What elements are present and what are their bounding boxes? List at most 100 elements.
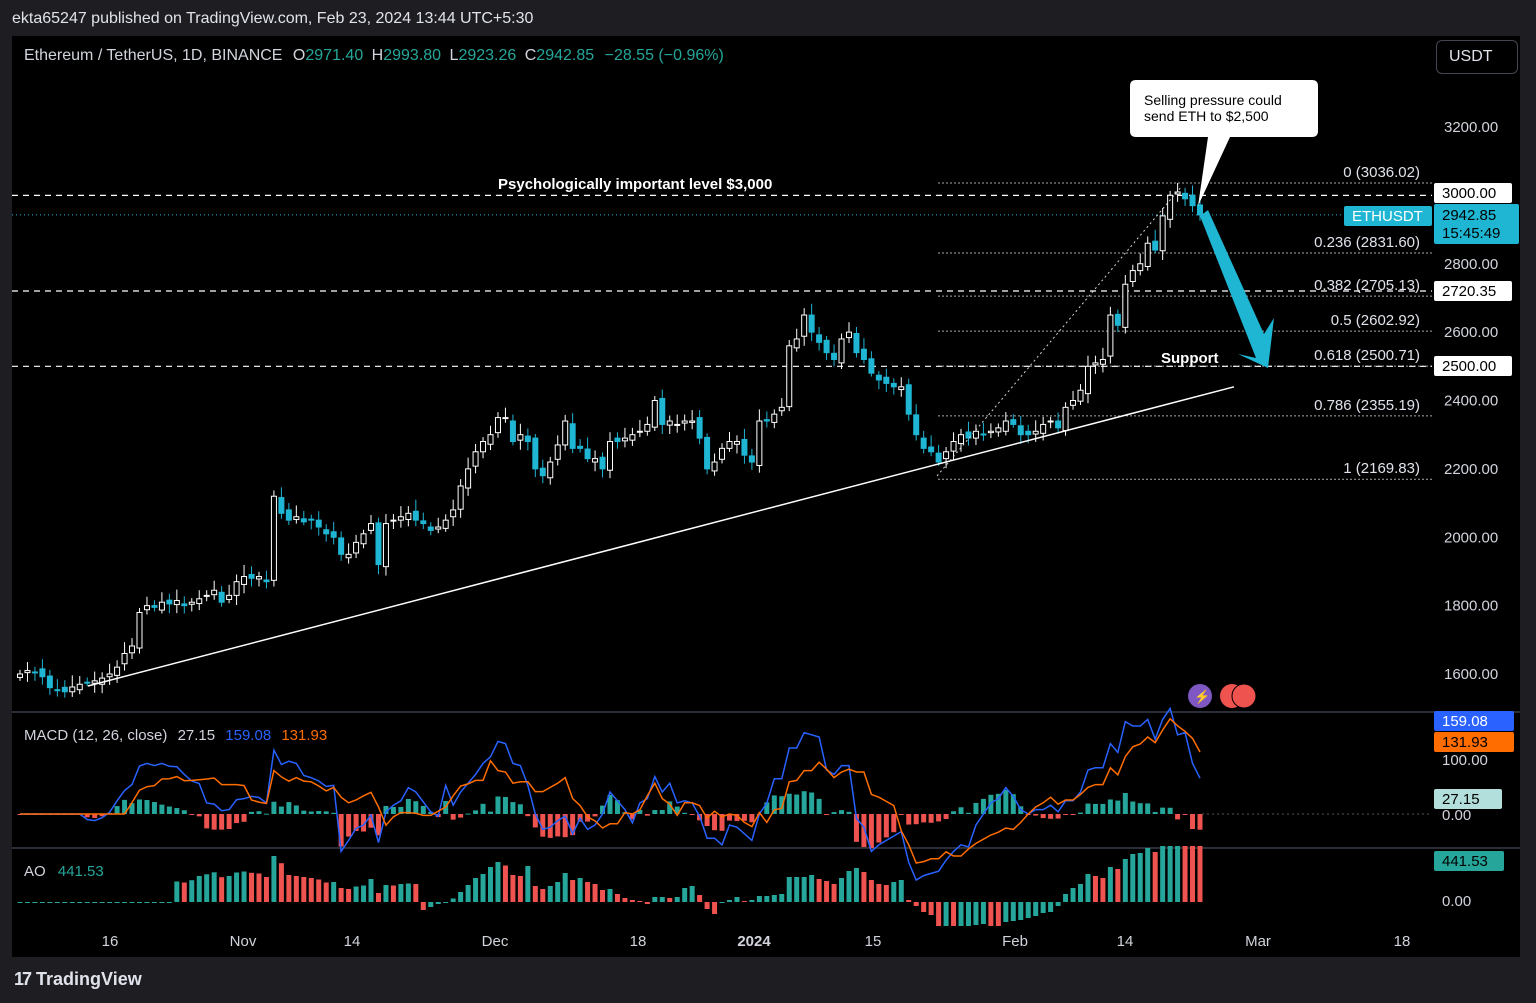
ao-bar	[428, 902, 434, 907]
macd-hist-bar	[144, 800, 150, 814]
macd-hist-bar	[413, 801, 419, 814]
tradingview-logo[interactable]: 17 TradingView	[14, 969, 142, 990]
macd-hist-bar	[734, 814, 740, 822]
ao-bar	[577, 878, 583, 902]
candle-body	[1047, 420, 1054, 423]
candle-body	[509, 420, 516, 443]
x-tick-label: 14	[344, 933, 361, 950]
macd-hist-bar	[375, 814, 381, 836]
macd-hist-bar	[585, 814, 591, 822]
macd-hist-bar	[420, 805, 426, 814]
candle-body	[263, 579, 270, 583]
macd-hist-bar	[1092, 803, 1098, 814]
macd-hist-bar	[353, 814, 359, 831]
candle-body	[666, 420, 673, 426]
ao-bar	[943, 902, 949, 926]
macd-hist-bar	[390, 807, 396, 814]
fib-anchor-line[interactable]	[936, 185, 1183, 477]
ao-bar	[495, 862, 501, 902]
candle-body	[472, 451, 479, 467]
open-label: O	[292, 47, 306, 64]
candle-body	[330, 531, 337, 538]
candle-body	[868, 358, 875, 374]
x-tick-label: 18	[630, 933, 647, 950]
lightning-icon[interactable]	[1188, 684, 1212, 708]
ao-bar	[1167, 846, 1173, 902]
candle-body	[285, 509, 292, 521]
candle-body	[1062, 406, 1069, 432]
us-flag-icon-2[interactable]	[1231, 683, 1257, 709]
candle-body	[457, 485, 464, 510]
fib-label: 0.382 (2705.13)	[1314, 277, 1420, 294]
macd-hist-bar	[801, 791, 807, 814]
macd-legend: MACD (12, 26, close) 27.15 159.08 131.93	[24, 727, 327, 744]
candle-body	[808, 314, 815, 333]
ascending-trendline[interactable]	[87, 386, 1235, 687]
macd-hist-bar	[644, 814, 650, 816]
candle-body	[181, 603, 188, 607]
ao-bar	[480, 874, 486, 902]
ao-bar	[697, 895, 703, 902]
candle-body	[76, 683, 83, 691]
macd-hist-bar	[555, 814, 561, 837]
candle-body	[203, 594, 210, 597]
macd-hist-bar	[674, 806, 680, 814]
ao-bar	[420, 902, 426, 910]
published-header: ekta65247 published on TradingView.com, …	[0, 0, 1536, 36]
macd-hist-bar	[1175, 814, 1181, 820]
candle-body	[129, 645, 136, 654]
ao-bar	[704, 902, 710, 909]
macd-hist-bar	[726, 814, 732, 821]
ao-bar	[861, 872, 867, 902]
candle-body	[704, 436, 711, 470]
tradingview-brand: TradingView	[36, 969, 142, 989]
candle-body	[241, 576, 248, 585]
ao-bar	[338, 888, 344, 902]
macd-hist-bar	[876, 814, 882, 843]
candle-body	[233, 581, 240, 596]
price-chart-svg[interactable]: 1600.00 1800.00 2000.00 2200.00 2400.00 2600.…	[12, 36, 1520, 957]
macd-hist-bar	[1085, 803, 1091, 814]
ao-bar	[1145, 848, 1151, 902]
candle-body	[465, 468, 472, 489]
candle-body	[1114, 313, 1121, 326]
macd-hist-bar	[1100, 803, 1106, 814]
candle-body	[816, 334, 823, 343]
y-tick-label: 1600.00	[1444, 666, 1498, 683]
candle-body	[502, 417, 509, 420]
ao-bar	[278, 863, 284, 902]
ao-bar	[622, 898, 628, 902]
fib-retracement[interactable]: 0 (3036.02) 0.236 (2831.60) 0.382 (2705.13…	[938, 164, 1432, 480]
change-value: −28.55 (−0.96%)	[604, 47, 724, 64]
ao-bar	[1107, 867, 1113, 902]
horizontal-levels[interactable]	[12, 194, 1432, 367]
macd-hist-bar	[1167, 807, 1173, 814]
support-label: Support	[1161, 350, 1219, 367]
chart-area[interactable]: 1600.00 1800.00 2000.00 2200.00 2400.00 2600.…	[12, 36, 1520, 957]
candle-body	[577, 445, 584, 449]
ao-bar	[689, 886, 695, 902]
macd-hist-bar	[226, 814, 232, 829]
candle-body	[435, 526, 442, 530]
macd-hist-bar	[600, 805, 606, 814]
ao-bar	[1197, 846, 1203, 902]
ao-bar	[547, 886, 553, 902]
macd-hist-bar	[263, 813, 269, 815]
ao-bar	[368, 879, 374, 902]
macd-hist-bar	[361, 814, 367, 832]
macd-pane	[17, 706, 1432, 882]
ao-bar	[712, 902, 718, 914]
symbol-name: Ethereum / TetherUS, 1D, BINANCE	[24, 47, 283, 64]
ao-bar	[293, 876, 299, 902]
candle-body	[412, 510, 419, 521]
callout-bubble[interactable]	[1130, 80, 1318, 206]
candle-body	[554, 444, 561, 460]
currency-button[interactable]: USDT	[1436, 40, 1518, 74]
ao-bar	[555, 882, 561, 902]
svg-text:159.08: 159.08	[1442, 713, 1488, 730]
candle-body	[838, 338, 845, 364]
ao-bar	[286, 875, 292, 902]
candle-body	[539, 467, 546, 477]
macd-hist-bar	[995, 793, 1001, 814]
macd-hist-bar	[159, 804, 165, 814]
